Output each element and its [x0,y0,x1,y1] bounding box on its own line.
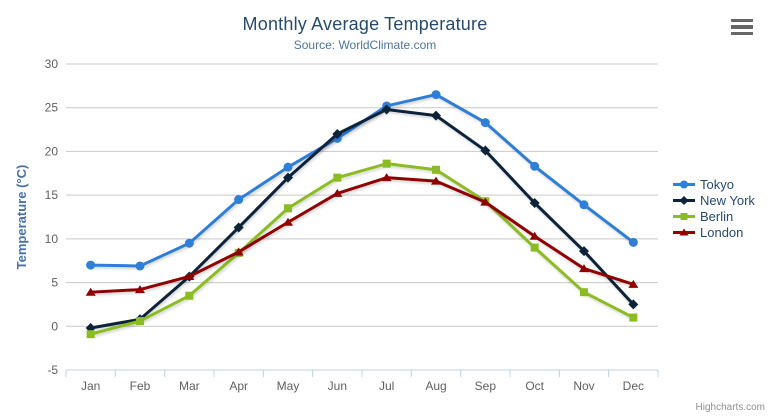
data-point-berlin-mar[interactable] [185,291,194,300]
data-point-london-oct[interactable] [529,231,540,240]
square-marker-icon [680,213,688,220]
data-point-berlin-dec[interactable] [629,313,638,322]
hamburger-icon [731,25,753,29]
data-point-berlin-aug[interactable] [432,165,440,174]
square-marker-icon [673,213,695,220]
y-axis-tick-label: 10 [45,232,59,246]
chart-subtitle: Source: WorldClimate.com [293,38,437,52]
x-axis-tick-label: Jun [328,379,347,393]
data-point-london-may[interactable] [283,217,293,226]
data-point-london-nov[interactable] [579,264,589,273]
data-point-berlin-jul[interactable] [382,159,391,168]
legend: Tokyo New York Berlin London [673,177,755,240]
legend-item-tokyo[interactable]: Tokyo [673,177,755,192]
data-point-new-york-sep[interactable] [480,145,491,156]
data-point-tokyo-dec[interactable] [628,237,638,247]
circle-marker-icon [680,180,688,189]
data-point-new-york-aug[interactable] [431,110,441,121]
y-axis-tick-label: 15 [45,188,59,202]
data-point-tokyo-oct[interactable] [530,161,540,171]
x-axis-tick-label: Sep [475,379,497,393]
data-point-london-jan[interactable] [85,287,96,296]
data-point-tokyo-apr[interactable] [234,195,244,205]
data-point-tokyo-nov[interactable] [579,200,589,210]
data-point-london-jul[interactable] [381,173,392,182]
y-axis-tick-label: 20 [45,144,59,158]
diamond-marker-icon [673,196,695,205]
y-axis-tick-label: 0 [51,319,58,333]
x-axis-tick-label: Oct [525,379,544,393]
data-point-berlin-oct[interactable] [530,243,539,252]
data-point-london-sep[interactable] [480,197,491,206]
data-point-berlin-feb[interactable] [136,317,144,326]
data-point-london-mar[interactable] [184,271,195,280]
data-point-tokyo-sep[interactable] [480,118,490,128]
x-axis-tick-label: Dec [623,379,644,393]
export-menu-button[interactable] [730,17,754,37]
series-london[interactable] [85,173,639,296]
data-point-tokyo-may[interactable] [283,162,293,172]
diamond-marker-icon [679,196,689,205]
series-tokyo[interactable] [86,90,638,271]
legend-label: New York [700,193,755,208]
data-point-new-york-jul[interactable] [381,104,392,115]
y-axis-tick-label: 30 [45,57,59,71]
triangle-marker-icon [679,228,689,236]
x-axis-tick-label: May [277,379,300,393]
triangle-marker-icon [673,228,695,236]
hamburger-icon [731,19,753,23]
legend-item-berlin[interactable]: Berlin [673,209,755,224]
legend-label: Berlin [700,209,734,224]
data-point-new-york-oct[interactable] [529,198,540,209]
data-point-tokyo-aug[interactable] [431,90,441,100]
x-axis-tick-label: Apr [229,379,248,393]
data-point-tokyo-feb[interactable] [135,261,145,271]
x-axis-tick-label: Nov [573,379,594,393]
hamburger-icon [731,31,753,35]
y-axis-tick-label: 5 [51,276,58,290]
data-point-new-york-nov[interactable] [579,246,589,257]
circle-marker-icon [673,180,695,189]
x-axis-tick-label: Aug [425,379,446,393]
data-point-berlin-nov[interactable] [580,288,588,297]
y-axis-tick-label: 25 [45,101,59,115]
x-axis-tick-label: Jan [81,379,100,393]
data-point-tokyo-mar[interactable] [184,238,194,248]
data-point-london-apr[interactable] [233,247,244,256]
credits-link[interactable]: Highcharts.com [695,402,765,413]
data-point-london-jun[interactable] [332,188,343,197]
data-point-berlin-jun[interactable] [333,173,342,182]
chart-title: Monthly Average Temperature [242,14,488,34]
data-point-new-york-dec[interactable] [628,299,639,310]
legend-item-london[interactable]: London [673,225,755,240]
x-axis-tick-label: Mar [179,379,200,393]
data-point-new-york-apr[interactable] [233,222,244,233]
data-point-berlin-may[interactable] [284,204,292,213]
data-point-tokyo-jan[interactable] [86,260,96,270]
y-axis-title: Temperature (°C) [14,165,29,270]
data-point-london-aug[interactable] [431,176,441,185]
legend-label: Tokyo [700,177,734,192]
data-point-new-york-jun[interactable] [332,128,343,139]
series-new-york[interactable] [85,104,639,334]
legend-item-new-york[interactable]: New York [673,193,755,208]
legend-label: London [700,225,744,240]
series-line-london[interactable] [89,176,635,294]
series-line-berlin[interactable] [89,162,635,336]
x-axis-tick-label: Jul [379,379,394,393]
data-point-new-york-may[interactable] [283,172,293,183]
data-point-london-feb[interactable] [135,285,145,294]
series-line-new-york[interactable] [89,107,635,330]
data-point-berlin-jan[interactable] [86,330,95,339]
x-axis-tick-label: Feb [130,379,151,393]
y-axis-tick-label: -5 [47,363,58,377]
data-point-london-dec[interactable] [628,279,639,288]
